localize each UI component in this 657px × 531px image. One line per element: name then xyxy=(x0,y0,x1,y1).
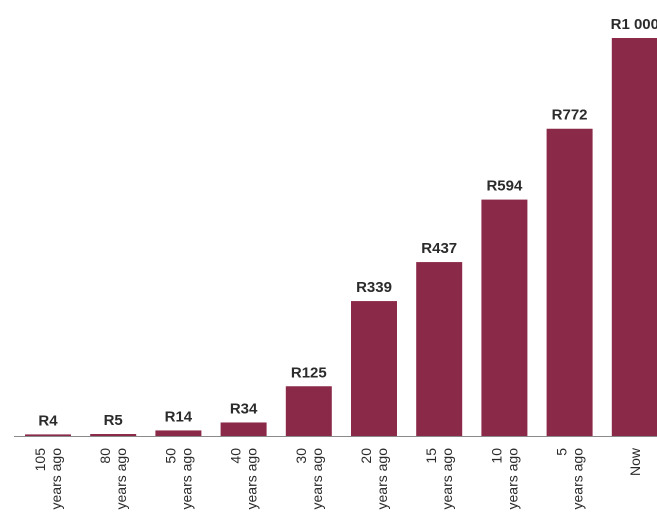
x-tick-label-0-line-0: 105 xyxy=(32,448,48,472)
x-tick-label-3-line-0: 40 xyxy=(228,448,244,464)
bar-5 xyxy=(351,301,397,436)
x-tick-label-7-line-0: 10 xyxy=(488,448,504,464)
bars-group xyxy=(25,38,657,436)
value-label-8: R772 xyxy=(552,107,588,124)
value-label-0: R4 xyxy=(38,412,58,429)
x-tick-label-6-line-0: 15 xyxy=(423,448,439,464)
bar-3 xyxy=(220,422,267,436)
bar-6 xyxy=(416,262,463,436)
value-labels-group: R4 R5 R14 R34 R125 R339 R437 R594 R772 R1 000 xyxy=(38,16,657,429)
x-tick-label-5-line-1: years ago xyxy=(374,448,390,510)
bar-9 xyxy=(611,38,657,436)
value-label-2: R14 xyxy=(165,408,193,425)
bar-1 xyxy=(90,434,137,436)
value-label-3: R34 xyxy=(230,400,258,417)
x-tick-label-0-line-1: years ago xyxy=(48,448,64,510)
x-tick-label-1-line-1: years ago xyxy=(113,448,129,510)
bar-0 xyxy=(25,434,71,436)
x-tick-label-5-line-0: 20 xyxy=(358,448,374,464)
x-tick-label-2-line-0: 50 xyxy=(162,448,178,464)
bar-2 xyxy=(155,430,202,436)
x-tick-label-6-line-1: years ago xyxy=(439,448,455,510)
x-tick-label-7-line-1: years ago xyxy=(504,448,520,510)
value-label-5: R339 xyxy=(356,279,392,296)
x-tick-label-3-line-1: years ago xyxy=(244,448,260,510)
x-tick-label-8-line-0: 5 xyxy=(554,448,570,456)
bar-7 xyxy=(481,199,528,436)
value-label-1: R5 xyxy=(104,412,123,429)
x-tick-labels-group: 105 years ago 80 years ago 50 years ago 40 year… xyxy=(32,447,643,509)
x-tick-label-4-line-0: 30 xyxy=(293,448,309,464)
value-label-4: R125 xyxy=(291,364,327,381)
x-tick-label-9-line-0: Now xyxy=(627,447,643,476)
x-tick-label-1-line-0: 80 xyxy=(97,448,113,464)
value-label-6: R437 xyxy=(421,240,457,257)
x-tick-label-2-line-1: years ago xyxy=(178,448,194,510)
value-label-7: R594 xyxy=(486,178,523,195)
bar-4 xyxy=(285,386,332,436)
bar-8 xyxy=(546,128,593,436)
x-tick-label-8-line-1: years ago xyxy=(570,448,586,510)
x-tick-label-4-line-1: years ago xyxy=(309,448,325,510)
value-label-9: R1 000 xyxy=(611,16,657,33)
